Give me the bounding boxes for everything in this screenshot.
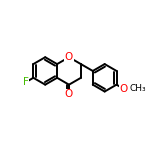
Text: F: F [23,77,28,87]
Text: O: O [65,89,73,99]
Text: O: O [120,84,128,94]
Text: O: O [65,52,73,62]
Text: CH₃: CH₃ [129,84,146,93]
